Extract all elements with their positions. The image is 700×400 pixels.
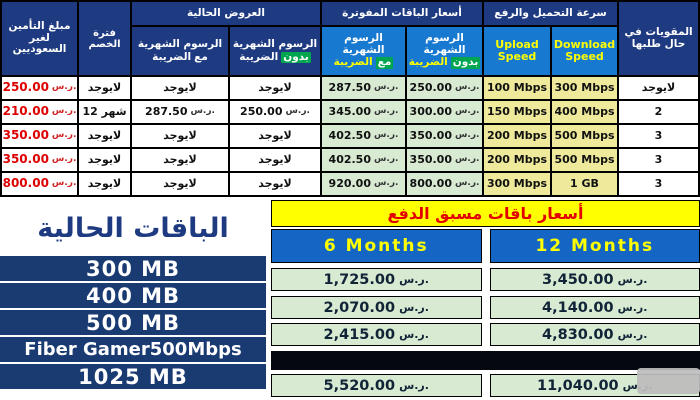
header-current-offers: العروض الحالية bbox=[132, 2, 320, 25]
column-12-months: 12 Months bbox=[489, 229, 700, 263]
cell-boosters: 3 bbox=[619, 125, 698, 147]
with-word: مع bbox=[194, 50, 208, 63]
packages-table: مبلغ التأمين لغير السعوديين فترة الخصم ا… bbox=[0, 0, 700, 197]
without-word: بدون bbox=[281, 50, 311, 64]
cell-offer-without-tax: لايوجد bbox=[230, 125, 320, 147]
cell-insurance: 210.00 ر.س. bbox=[2, 101, 77, 123]
subheader-billed-without-tax: الرسوم الشهرية بدون الضريبة bbox=[407, 27, 482, 75]
cell-insurance: 250.00 ر.س. bbox=[2, 77, 77, 99]
cell-upload-speed: 300 Mbps bbox=[484, 173, 550, 195]
cell-offer-with-tax: لايوجد bbox=[132, 173, 228, 195]
cell-offer-without-tax: لايوجد bbox=[230, 173, 320, 195]
cell-billed-without-tax: 300.00 ر.س. bbox=[407, 101, 482, 123]
fiber-gamer-row-blank bbox=[271, 351, 700, 370]
price-12m: 3,450.00 ر.س. bbox=[489, 268, 700, 291]
package-name: 1025 MB bbox=[0, 364, 266, 389]
cell-offer-without-tax: لايوجد bbox=[230, 77, 320, 99]
cell-offer-without-tax: 250.00 ر.س. bbox=[230, 101, 320, 123]
with-word: مع bbox=[375, 56, 394, 69]
prepaid-title: أسعار باقات مسبق الدفع bbox=[271, 200, 700, 227]
cell-billed-with-tax: 402.50 ر.س. bbox=[322, 149, 405, 171]
cell-download-speed: 1 GB bbox=[552, 173, 617, 195]
package-name: 500 MB bbox=[0, 310, 266, 335]
cell-offer-with-tax: لايوجد bbox=[132, 125, 228, 147]
price-12m: 4,830.00 ر.س. bbox=[489, 323, 700, 346]
cell-billed-with-tax: 920.00 ر.س. bbox=[322, 173, 405, 195]
subheader-offer-with-tax: الرسوم الشهرية مع الضريبة bbox=[132, 27, 228, 75]
price-12m: 4,140.00 ر.س. bbox=[489, 296, 700, 319]
cell-discount: لايوجد bbox=[79, 149, 130, 171]
tax-word: الضريبة bbox=[152, 50, 192, 63]
cell-insurance: 800.00 ر.س. bbox=[2, 173, 77, 195]
cell-download-speed: 400 Mbps bbox=[552, 101, 617, 123]
header-discount-period: فترة الخصم bbox=[79, 2, 130, 75]
header-speed: سرعة التحميل والرفع bbox=[484, 2, 617, 25]
header-insurance: مبلغ التأمين لغير السعوديين bbox=[2, 2, 77, 75]
cell-upload-speed: 200 Mbps bbox=[484, 125, 550, 147]
cell-download-speed: 300 Mbps bbox=[552, 77, 617, 99]
watermark bbox=[637, 368, 700, 394]
cell-offer-with-tax: لايوجد bbox=[132, 77, 228, 99]
subheader-offer-without-tax: الرسوم الشهرية بدون الضريبة bbox=[230, 27, 320, 75]
cell-offer-with-tax: 287.50 ر.س. bbox=[132, 101, 228, 123]
cell-upload-speed: 100 Mbps bbox=[484, 77, 550, 99]
cell-billed-with-tax: 287.50 ر.س. bbox=[322, 77, 405, 99]
cell-boosters: 3 bbox=[619, 173, 698, 195]
column-6-months: 6 Months bbox=[271, 229, 482, 263]
cell-discount: 12 شهر bbox=[79, 101, 130, 123]
cell-discount: لايوجد bbox=[79, 77, 130, 99]
header-boosters: المقويات في حال طلبها bbox=[619, 2, 698, 75]
cell-discount: لايوجد bbox=[79, 173, 130, 195]
cell-boosters: 2 bbox=[619, 101, 698, 123]
cell-billed-with-tax: 402.50 ر.س. bbox=[322, 125, 405, 147]
package-name: Fiber Gamer500Mbps bbox=[0, 337, 266, 362]
cell-billed-without-tax: 800.00 ر.س. bbox=[407, 173, 482, 195]
current-packages-panel: الباقات الحالية 300 MB 400 MB 500 MB Fib… bbox=[0, 200, 266, 398]
without-word: بدون bbox=[450, 56, 481, 69]
tax-word: الضريبة bbox=[408, 56, 448, 69]
price-6m: 5,520.00 ر.س. bbox=[271, 374, 482, 397]
cell-billed-without-tax: 250.00 ر.س. bbox=[407, 77, 482, 99]
subheader-billed-with-tax: الرسوم الشهرية مع الضريبة bbox=[322, 27, 405, 75]
price-6m: 2,070.00 ر.س. bbox=[271, 296, 482, 319]
cell-insurance: 350.00 ر.س. bbox=[2, 125, 77, 147]
header-billed-packages: أسعار الباقات المفوترة bbox=[322, 2, 482, 25]
price-6m: 1,725.00 ر.س. bbox=[271, 268, 482, 291]
cell-download-speed: 500 Mbps bbox=[552, 125, 617, 147]
package-name: 400 MB bbox=[0, 283, 266, 308]
cell-upload-speed: 200 Mbps bbox=[484, 149, 550, 171]
cell-boosters: لايوجد bbox=[619, 77, 698, 99]
cell-download-speed: 500 Mbps bbox=[552, 149, 617, 171]
cell-upload-speed: 150 Mbps bbox=[484, 101, 550, 123]
cell-insurance: 350.00 ر.س. bbox=[2, 149, 77, 171]
package-name: 300 MB bbox=[0, 256, 266, 281]
prepaid-prices-panel: أسعار باقات مسبق الدفع 6 Months 12 Month… bbox=[271, 200, 700, 398]
current-packages-title: الباقات الحالية bbox=[37, 212, 229, 244]
cell-billed-with-tax: 345.00 ر.س. bbox=[322, 101, 405, 123]
cell-billed-without-tax: 350.00 ر.س. bbox=[407, 149, 482, 171]
cell-discount: لايوجد bbox=[79, 125, 130, 147]
cell-offer-without-tax: لايوجد bbox=[230, 149, 320, 171]
tax-word: الضريبة bbox=[333, 56, 373, 69]
cell-billed-without-tax: 350.00 ر.س. bbox=[407, 125, 482, 147]
cell-offer-with-tax: لايوجد bbox=[132, 149, 228, 171]
price-6m: 2,415.00 ر.س. bbox=[271, 323, 482, 346]
tax-word: الضريبة bbox=[239, 50, 279, 63]
subheader-download-speed: Download Speed bbox=[552, 27, 617, 75]
cell-boosters: 3 bbox=[619, 149, 698, 171]
subheader-upload-speed: Upload Speed bbox=[484, 27, 550, 75]
